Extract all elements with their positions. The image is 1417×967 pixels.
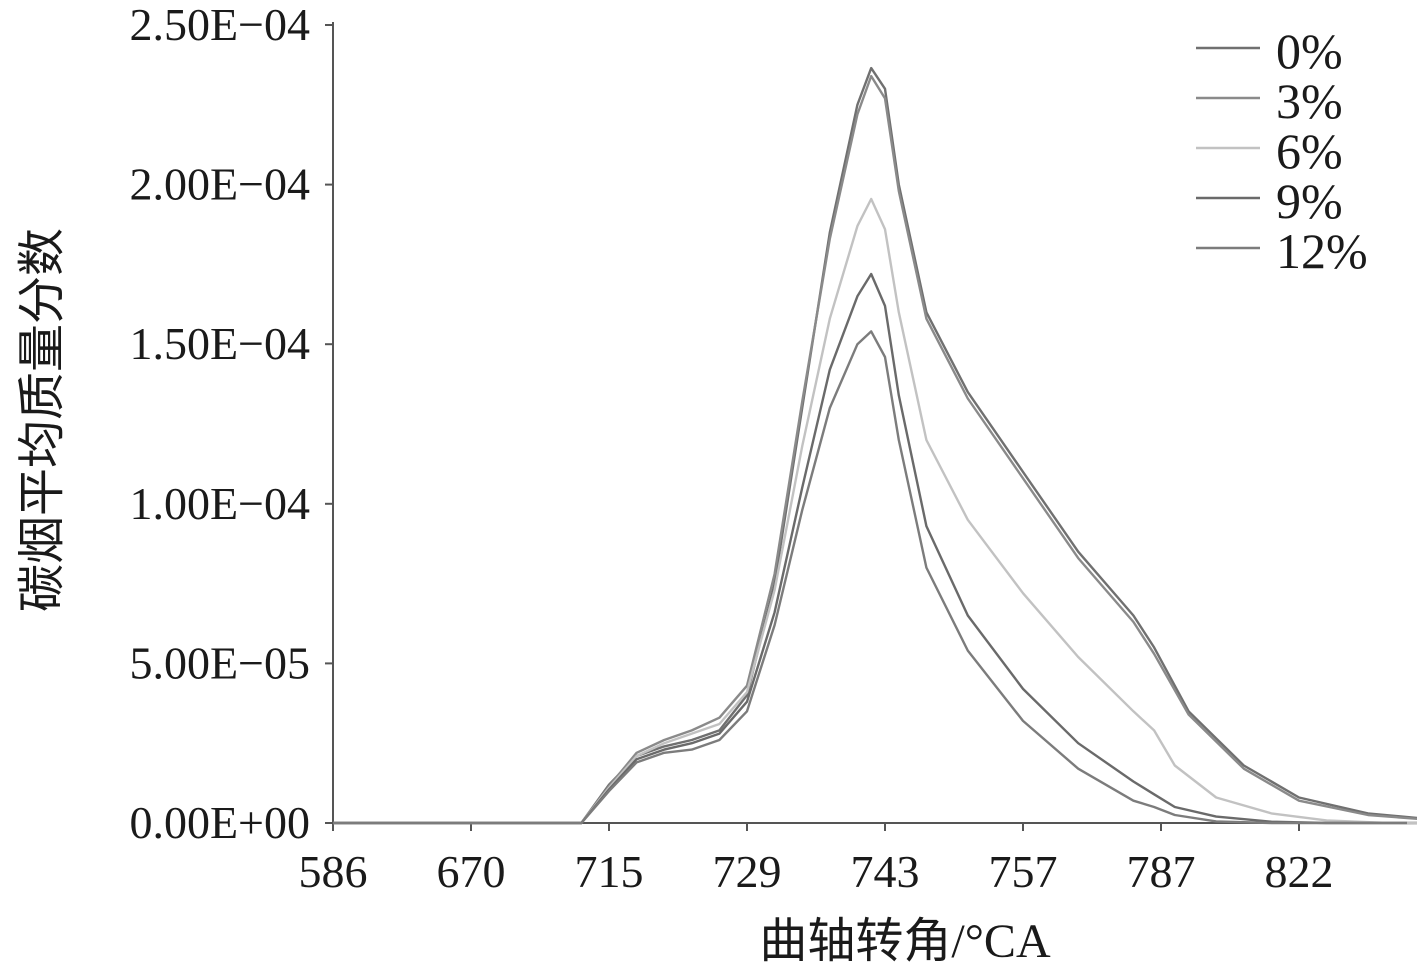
legend: 0%3%6%9%12% xyxy=(1196,23,1368,279)
axes xyxy=(332,22,1407,824)
series-line-3 xyxy=(333,272,1407,825)
series-line-1 xyxy=(333,74,1417,825)
x-tick-label: 743 xyxy=(851,846,920,897)
y-tick-label: 1.00E−04 xyxy=(129,478,310,529)
legend-label-3: 9% xyxy=(1276,173,1343,229)
legend-label-2: 6% xyxy=(1276,123,1343,179)
x-axis-label: 曲轴转角/°CA xyxy=(759,915,1051,967)
series-line-4 xyxy=(333,330,1407,825)
x-tick-label: 787 xyxy=(1127,846,1196,897)
legend-label-0: 0% xyxy=(1276,23,1343,79)
legend-label-1: 3% xyxy=(1276,73,1343,129)
x-tick-label: 822 xyxy=(1265,846,1334,897)
x-tick-label: 586 xyxy=(299,846,368,897)
y-tick-label: 2.50E−04 xyxy=(129,0,310,50)
y-axis-label: 碳烟平均质量分数 xyxy=(16,228,69,612)
x-tick-label: 715 xyxy=(575,846,644,897)
x-ticks: 586 670 715 729 743 757 787 822 xyxy=(299,823,1334,897)
y-tick-label: 0.00E+00 xyxy=(129,797,310,848)
x-tick-label: 757 xyxy=(989,846,1058,897)
series-line-2 xyxy=(333,197,1417,825)
legend-label-4: 12% xyxy=(1276,223,1368,279)
y-tick-label: 1.50E−04 xyxy=(129,318,310,369)
x-tick-label: 670 xyxy=(437,846,506,897)
series-line-0 xyxy=(333,66,1417,825)
plot-lines xyxy=(333,66,1417,825)
y-ticks: 0.00E+00 5.00E−05 1.00E−04 1.50E−04 2.00E−04… xyxy=(129,0,333,848)
y-tick-label: 2.00E−04 xyxy=(129,159,310,210)
y-tick-label: 5.00E−05 xyxy=(129,637,310,688)
x-tick-label: 729 xyxy=(713,846,782,897)
